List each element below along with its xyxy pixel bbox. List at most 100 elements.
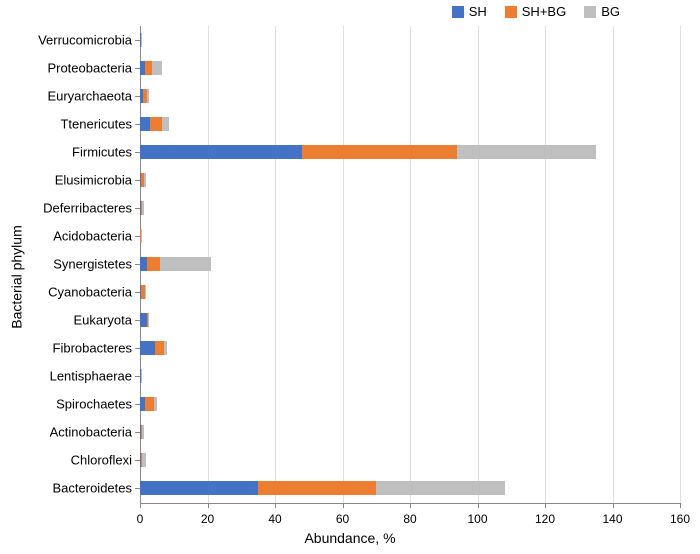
category-row: Actinobacteria <box>140 418 680 446</box>
bar-segment <box>140 145 302 159</box>
bar-segment <box>147 89 150 103</box>
category-label: Acidobacteria <box>53 229 140 244</box>
x-tick <box>275 503 276 508</box>
category-row: Elusimicrobia <box>140 166 680 194</box>
x-tick-label: 0 <box>137 512 144 526</box>
category-row: Euryarchaeota <box>140 82 680 110</box>
bar-track <box>140 341 680 355</box>
bar-track <box>140 425 680 439</box>
bar-segment <box>155 341 163 355</box>
category-row: Proteobacteria <box>140 54 680 82</box>
x-tick <box>613 503 614 508</box>
bar-segment <box>140 481 258 495</box>
x-tick-label: 140 <box>602 512 622 526</box>
category-label: Proteobacteria <box>47 61 140 76</box>
legend-swatch <box>452 6 464 18</box>
legend-label: SH+BG <box>522 4 566 19</box>
bar-track <box>140 313 680 327</box>
bar-segment <box>154 397 157 411</box>
category-label: Synergistetes <box>53 257 140 272</box>
bar-segment <box>457 145 595 159</box>
x-tick <box>140 503 141 508</box>
bar-track <box>140 201 680 215</box>
bar-segment <box>258 481 376 495</box>
category-label: Actinobacteria <box>50 425 140 440</box>
bar-track <box>140 397 680 411</box>
x-tick <box>680 503 681 508</box>
category-label: Verrucomicrobia <box>38 33 140 48</box>
bar-segment <box>145 61 152 75</box>
category-row: Chloroflexi <box>140 446 680 474</box>
category-label: Deferribacteres <box>43 201 140 216</box>
bar-segment <box>142 201 144 215</box>
category-label: Firmicutes <box>72 145 140 160</box>
category-row: Acidobacteria <box>140 222 680 250</box>
plot-area: 020406080100120140160VerrucomicrobiaProt… <box>140 26 680 504</box>
bar-segment <box>160 257 211 271</box>
x-tick-label: 60 <box>336 512 349 526</box>
legend-item: SH <box>452 4 487 19</box>
bar-segment <box>302 145 457 159</box>
bar-segment <box>376 481 504 495</box>
category-row: Spirochaetes <box>140 390 680 418</box>
category-label: Euryarchaeota <box>47 89 140 104</box>
category-row: Ttenericutes <box>140 110 680 138</box>
x-tick <box>410 503 411 508</box>
bar-track <box>140 145 680 159</box>
category-row: Fibrobacteres <box>140 334 680 362</box>
bar-segment <box>144 173 145 187</box>
category-row: Cyanobacteria <box>140 278 680 306</box>
category-label: Bacteroidetes <box>53 481 141 496</box>
category-label: Cyanobacteria <box>48 285 140 300</box>
legend-item: BG <box>584 4 620 19</box>
bar-segment <box>141 33 142 47</box>
legend-item: SH+BG <box>505 4 566 19</box>
y-axis-title: Bacterial phylum <box>8 225 24 329</box>
bar-track <box>140 61 680 75</box>
category-label: Fibrobacteres <box>53 341 140 356</box>
bar-track <box>140 173 680 187</box>
bar-segment <box>147 257 161 271</box>
x-tick <box>208 503 209 508</box>
category-label: Chloroflexi <box>71 453 140 468</box>
grid-line <box>680 26 681 504</box>
category-label: Spirochaetes <box>56 397 140 412</box>
bar-track <box>140 89 680 103</box>
legend-swatch <box>584 6 596 18</box>
bar-segment <box>162 117 169 131</box>
x-axis-title: Abundance, % <box>0 530 700 546</box>
x-tick-label: 100 <box>467 512 487 526</box>
x-tick <box>343 503 344 508</box>
bar-segment <box>152 61 162 75</box>
legend: SH SH+BG BG <box>452 4 620 19</box>
x-tick-label: 80 <box>403 512 416 526</box>
legend-swatch <box>505 6 517 18</box>
bar-track <box>140 33 680 47</box>
category-row: Firmicutes <box>140 138 680 166</box>
category-row: Eukaryota <box>140 306 680 334</box>
bar-segment <box>140 117 150 131</box>
bar-segment <box>164 341 167 355</box>
bar-track <box>140 257 680 271</box>
bar-segment <box>150 117 162 131</box>
x-tick-label: 20 <box>201 512 214 526</box>
x-tick-label: 120 <box>535 512 555 526</box>
x-tick-label: 160 <box>670 512 690 526</box>
x-tick <box>545 503 546 508</box>
bar-segment <box>142 453 145 467</box>
bacterial-phylum-chart: SH SH+BG BG Bacterial phylum 0204060801001… <box>0 0 700 554</box>
bar-track <box>140 117 680 131</box>
category-label: Ttenericutes <box>60 117 140 132</box>
category-label: Elusimicrobia <box>55 173 140 188</box>
category-label: Lentisphaerae <box>50 369 140 384</box>
bar-track <box>140 229 680 243</box>
bar-segment <box>140 313 147 327</box>
category-row: Deferribacteres <box>140 194 680 222</box>
bar-segment <box>145 285 146 299</box>
bar-segment <box>140 341 155 355</box>
bar-segment <box>142 425 144 439</box>
bar-track <box>140 369 680 383</box>
bar-track <box>140 481 680 495</box>
category-row: Bacteroidetes <box>140 474 680 502</box>
bar-track <box>140 285 680 299</box>
